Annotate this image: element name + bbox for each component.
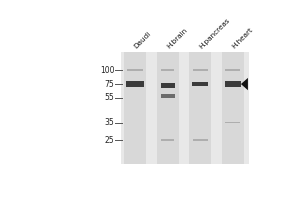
Text: 75: 75: [104, 80, 114, 89]
Bar: [161, 94, 175, 98]
Text: Daudi: Daudi: [133, 31, 152, 50]
Bar: [161, 83, 175, 88]
Bar: [225, 81, 241, 87]
Bar: [161, 69, 174, 71]
Bar: [225, 69, 240, 71]
Bar: [222, 52, 244, 164]
Text: H.heart: H.heart: [230, 27, 254, 50]
Bar: [157, 52, 179, 164]
Bar: [225, 122, 240, 123]
Bar: [192, 82, 208, 86]
Text: 25: 25: [105, 136, 114, 145]
Polygon shape: [241, 78, 248, 90]
Text: 100: 100: [100, 66, 114, 75]
Text: 55: 55: [104, 93, 114, 102]
Bar: [193, 139, 208, 141]
Text: 35: 35: [104, 118, 114, 127]
Bar: [189, 52, 211, 164]
Text: H.pancreas: H.pancreas: [198, 17, 231, 50]
Bar: [161, 139, 174, 141]
Bar: [193, 69, 208, 71]
Bar: [124, 52, 146, 164]
Bar: [121, 52, 249, 164]
Text: H.brain: H.brain: [165, 27, 188, 50]
Bar: [126, 81, 144, 87]
Bar: [127, 69, 143, 71]
